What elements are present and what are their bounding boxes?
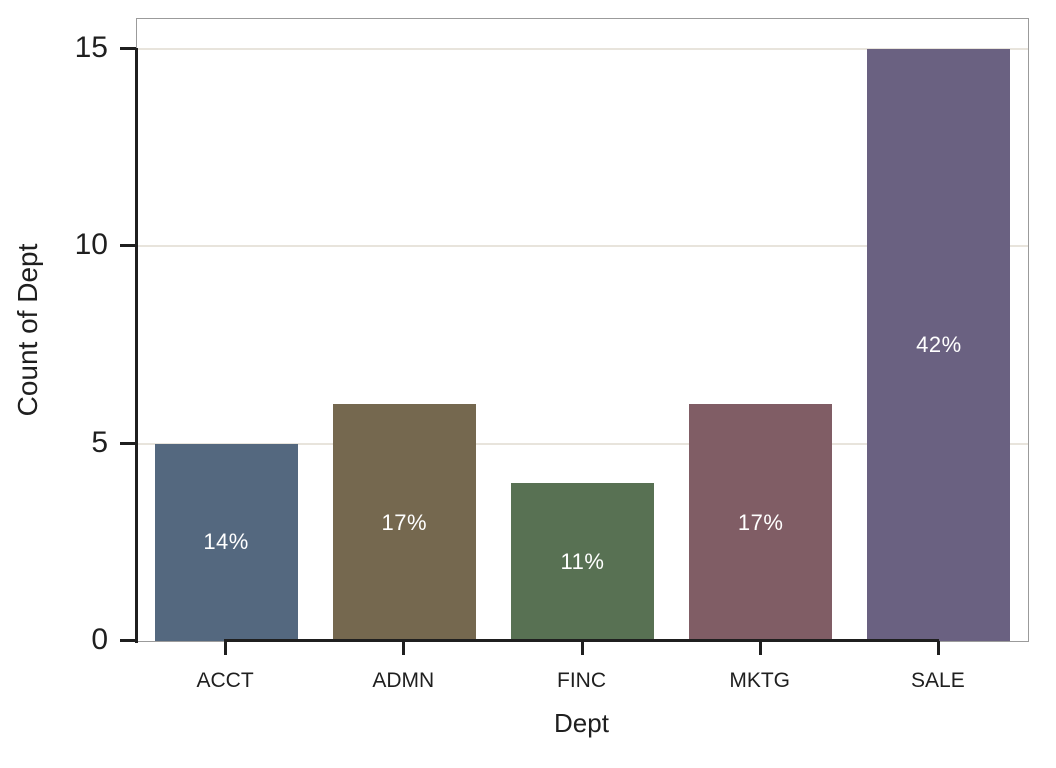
plot-area: 14% 17% 11% 17% 42% <box>136 18 1029 642</box>
y-axis-title: Count of Dept <box>12 243 43 417</box>
y-tick-10 <box>120 244 136 248</box>
y-tick-label-10: 10 <box>74 228 108 262</box>
gridline-y-5 <box>137 442 1028 445</box>
y-tick-label-15: 15 <box>74 31 108 64</box>
y-axis-line <box>135 48 138 643</box>
x-tick-sale <box>936 641 940 655</box>
x-tick-finc <box>580 641 584 655</box>
bar-admn: 17% <box>332 404 476 641</box>
x-tick-label-sale: SALE <box>911 669 965 692</box>
bar-percent-label-sale: 42% <box>916 332 962 357</box>
y-tick-0 <box>120 639 136 642</box>
gridline-y-10 <box>137 245 1028 248</box>
gridline-y-15 <box>137 48 1028 50</box>
bar-finc: 11% <box>511 483 654 641</box>
bar-percent-label-admn: 17% <box>381 509 428 535</box>
x-tick-mktg <box>758 641 762 655</box>
bar-percent-label-acct: 14% <box>203 529 249 555</box>
x-tick-label-mktg: MKTG <box>729 669 791 692</box>
y-tick-label-5: 5 <box>91 425 108 459</box>
x-tick-admn <box>402 641 406 655</box>
y-tick-15 <box>120 47 136 50</box>
bar-sale: 42% <box>867 49 1011 641</box>
x-axis-title: Dept <box>554 708 609 738</box>
x-axis-line <box>224 639 939 642</box>
y-tick-5 <box>120 441 136 445</box>
bar-percent-label-finc: 11% <box>560 549 605 575</box>
x-tick-label-admn: ADMN <box>372 669 435 692</box>
y-tick-label-0: 0 <box>91 623 108 656</box>
x-tick-label-acct: ACCT <box>196 669 254 692</box>
bar-percent-label-mktg: 17% <box>737 509 784 535</box>
x-tick-label-finc: FINC <box>557 669 606 692</box>
bar-acct: 14% <box>154 443 298 641</box>
bar-mktg: 17% <box>689 404 833 641</box>
x-tick-acct <box>224 641 228 655</box>
